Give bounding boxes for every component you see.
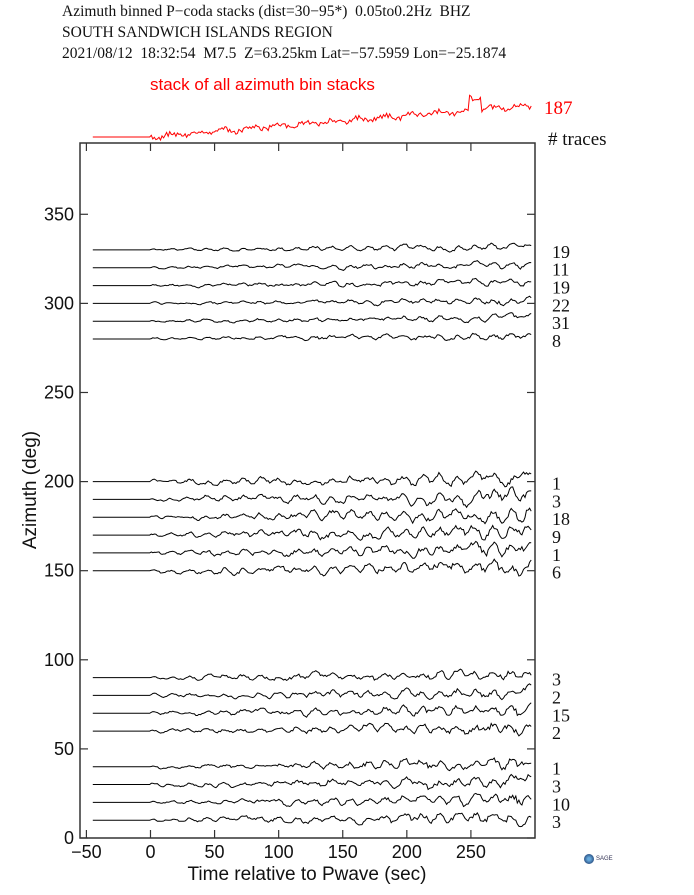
azimuth-trace [92, 295, 532, 307]
trace-count-label: 18 [552, 509, 570, 529]
azimuth-trace [92, 470, 532, 488]
stack-label: stack of all azimuth bin stacks [150, 75, 375, 94]
x-tick-label: 150 [328, 842, 358, 862]
azimuth-trace [92, 540, 532, 559]
y-tick-label: 250 [44, 382, 74, 402]
trace-count-label: 6 [552, 563, 561, 583]
trace-count-label: 2 [552, 687, 561, 707]
azimuth-trace [92, 486, 532, 509]
trace-count-label: 1 [552, 474, 561, 494]
trace-count-label: 3 [552, 812, 561, 832]
trace-count-label: 15 [552, 705, 570, 725]
x-tick-label: 200 [392, 842, 422, 862]
azimuth-trace [92, 242, 532, 253]
sage-logo: SAGE [584, 854, 613, 864]
y-tick-label: 300 [44, 293, 74, 313]
y-tick-label: 200 [44, 472, 74, 492]
azimuth-trace [92, 277, 532, 289]
x-tick-label: 250 [456, 842, 486, 862]
title-line-3: 2021/08/12 18:32:54 M7.5 Z=63.25km Lat=−… [62, 45, 507, 62]
azimuth-trace [92, 312, 532, 324]
y-tick-label: 50 [54, 739, 74, 759]
azimuth-trace [92, 260, 532, 271]
stack-trace [92, 94, 532, 142]
logo-globe-icon [584, 854, 594, 864]
trace-count-label: 3 [552, 491, 561, 511]
trace-count-label: 19 [552, 278, 570, 298]
trace-count-label: 10 [552, 794, 570, 814]
stack-trace-count: 187 [544, 98, 573, 119]
trace-count-label: 3 [552, 777, 561, 797]
azimuth-trace [92, 683, 532, 701]
azimuth-trace [92, 332, 532, 342]
azimuth-trace [92, 702, 532, 718]
traces-header: # traces [548, 129, 607, 150]
azimuth-trace [92, 773, 532, 791]
x-tick-label: 50 [205, 842, 225, 862]
azimuth-trace [92, 757, 532, 772]
x-tick-label: −50 [71, 842, 102, 862]
azimuth-trace [92, 812, 532, 828]
trace-count-label: 3 [552, 670, 561, 690]
trace-count-label: 19 [552, 242, 570, 262]
azimuth-trace [92, 722, 532, 737]
azimuth-trace [92, 558, 532, 577]
trace-count-label: 8 [552, 331, 561, 351]
trace-count-label: 1 [552, 759, 561, 779]
azimuth-trace [92, 668, 532, 682]
y-tick-label: 0 [64, 828, 74, 848]
title-line-1: Azimuth binned P−coda stacks (dist=30−95… [62, 3, 471, 20]
x-axis-label: Time relative to Pwave (sec) [188, 864, 427, 885]
y-axis-label: Azimuth (deg) [20, 431, 41, 549]
trace-count-label: 1 [552, 545, 561, 565]
trace-count-label: 31 [552, 313, 570, 333]
title-line-2: SOUTH SANDWICH ISLANDS REGION [62, 24, 333, 41]
x-tick-label: 100 [264, 842, 294, 862]
y-tick-label: 350 [44, 204, 74, 224]
y-tick-label: 150 [44, 561, 74, 581]
plot-frame [79, 142, 536, 839]
azimuth-trace [92, 792, 532, 808]
azimuth-trace [92, 507, 532, 525]
logo-text: SAGE [596, 856, 613, 862]
trace-count-label: 2 [552, 723, 561, 743]
y-tick-label: 100 [44, 650, 74, 670]
x-tick-label: 0 [145, 842, 155, 862]
trace-count-label: 22 [552, 295, 570, 315]
trace-count-label: 9 [552, 527, 561, 547]
azimuth-trace [92, 524, 532, 541]
trace-count-label: 11 [552, 260, 569, 280]
